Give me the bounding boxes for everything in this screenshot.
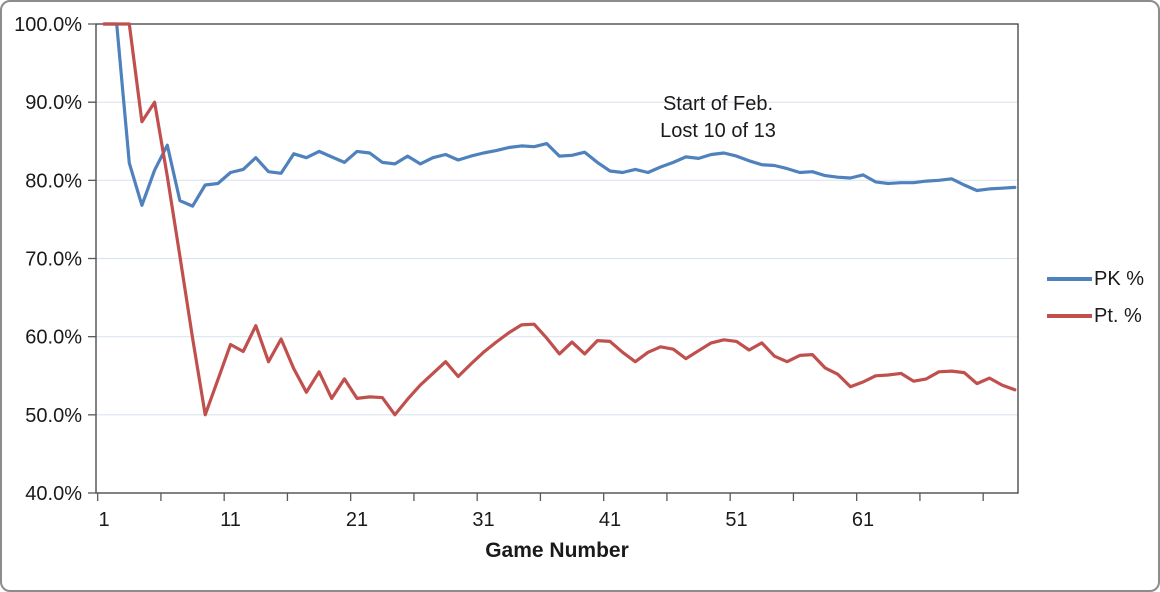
annotation-line-1: Start of Feb. (662, 93, 774, 115)
legend-label-pt: Pt. % (1094, 304, 1142, 327)
x-axis-title: Game Number (485, 539, 629, 562)
pk-line-swatch (1047, 277, 1092, 281)
annotation-line-2: Lost 10 of 13 (660, 120, 776, 142)
legend-label-pk: PK % (1094, 267, 1145, 290)
x-tick-label-21: 21 (346, 509, 368, 531)
legend-item-pt: Pt. % (1047, 302, 1144, 330)
x-tick-label-41: 41 (599, 509, 621, 531)
x-tick-label-11: 11 (220, 509, 241, 531)
x-tick-label-31: 31 (472, 509, 494, 531)
x-tick-label-1: 1 (98, 509, 109, 531)
y-tick-label-90: 90.0% (25, 92, 82, 114)
pt-line-swatch (1047, 314, 1092, 318)
legend: PK % Pt. % (1047, 265, 1144, 339)
y-tick-label-40: 40.0% (25, 483, 82, 505)
y-tick-label-100: 100.0% (14, 14, 82, 36)
y-tick-label-80: 80.0% (25, 170, 82, 192)
pk-series-line (102, 22, 1017, 208)
x-tick-label-51: 51 (725, 509, 747, 531)
y-tick-label-70: 70.0% (25, 249, 82, 271)
x-tick-label-61: 61 (852, 509, 874, 531)
pt-series-line (102, 22, 1017, 417)
legend-item-pk: PK % (1047, 265, 1144, 293)
chart-annotation: Start of Feb. Lost 10 of 13 (601, 91, 835, 145)
y-tick-label-50: 50.0% (25, 405, 82, 427)
y-tick-label-60: 60.0% (25, 327, 82, 349)
